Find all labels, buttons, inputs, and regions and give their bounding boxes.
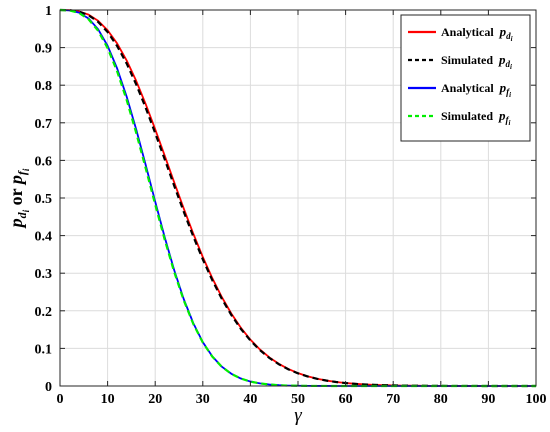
y-tick-label: 0.1 [35, 342, 53, 357]
y-tick-label: 0 [45, 380, 52, 395]
y-tick-label: 0.4 [35, 230, 53, 245]
x-tick-label: 100 [526, 392, 547, 407]
y-tick-label: 0.3 [35, 267, 53, 282]
y-tick-label: 0.2 [35, 305, 53, 320]
y-tick-label: 0.6 [35, 154, 53, 169]
y-tick-labels: 0 0.1 0.2 0.3 0.4 0.5 0.6 0.7 0.8 0.9 1 [35, 4, 53, 395]
x-tick-label: 40 [243, 392, 257, 407]
legend-box [400, 14, 531, 142]
x-tick-label: 90 [481, 392, 495, 407]
legend-label-2: Simulated pdi [441, 52, 512, 71]
legend: Analytical pdi Simulated pdi Analytical pf… [400, 14, 531, 142]
x-tick-label: 30 [196, 392, 210, 407]
x-axis-label: γ [294, 405, 302, 426]
x-tick-label: 20 [148, 392, 162, 407]
legend-label-1: Analytical pdi [441, 24, 513, 43]
x-tick-label: 0 [57, 392, 64, 407]
x-tick-label: 10 [101, 392, 115, 407]
y-tick-label: 0.7 [35, 117, 53, 132]
x-tick-label: 80 [434, 392, 448, 407]
x-tick-labels: 0 10 20 30 40 50 60 70 80 90 100 [57, 392, 547, 407]
y-tick-label: 0.5 [35, 192, 53, 207]
x-tick-label: 60 [339, 392, 353, 407]
legend-label-3: Analytical pfi [441, 80, 511, 99]
y-tick-label: 1 [45, 4, 52, 19]
y-axis-label: pdi or pfi [6, 168, 31, 229]
ticks [59, 9, 537, 387]
x-tick-label: 50 [291, 392, 305, 407]
y-tick-label: 0.9 [35, 42, 53, 57]
legend-label-4: Simulated pfi [441, 108, 511, 127]
y-tick-label: 0.8 [35, 79, 53, 94]
x-tick-label: 70 [386, 392, 400, 407]
